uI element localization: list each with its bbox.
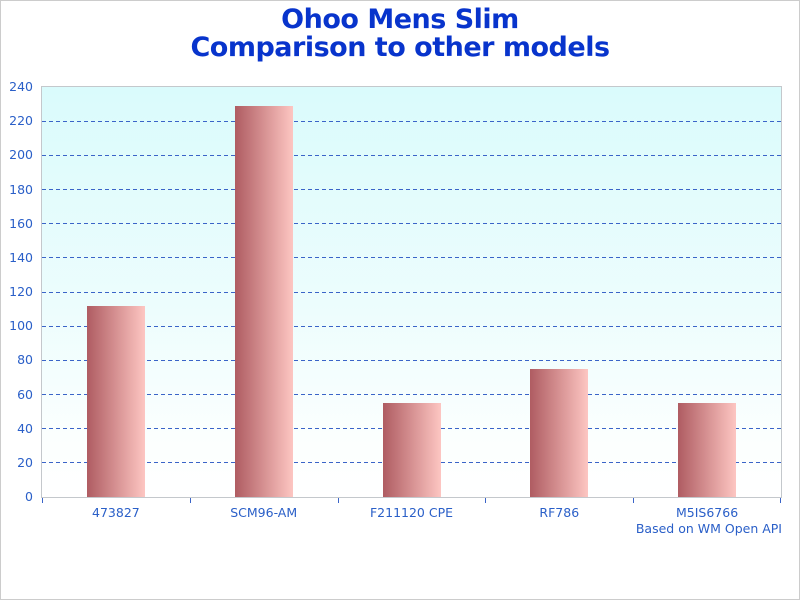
bar-scm96-am <box>234 105 293 497</box>
x-axis-category-label: 473827 <box>92 505 140 520</box>
y-axis-tick-label: 120 <box>9 284 33 299</box>
y-axis-tick-label: 200 <box>9 147 33 163</box>
x-axis-tick <box>337 498 339 503</box>
y-axis-tick-label: 220 <box>9 113 33 129</box>
x-axis-category-label: M5IS6766 <box>676 505 739 520</box>
chart-title: Ohoo Mens Slim Comparison to other model… <box>0 6 800 62</box>
gridline <box>42 120 781 122</box>
chart-footnote: Based on WM Open API <box>635 521 782 536</box>
x-axis-tick <box>189 498 191 503</box>
y-axis-tick-label: 20 <box>17 454 33 470</box>
gridline <box>42 359 781 361</box>
y-axis-tick-label: 100 <box>9 318 33 334</box>
y-axis-tick-label: 160 <box>9 215 33 231</box>
y-axis-tick-label: 140 <box>9 249 33 265</box>
bar-f211120-cpe <box>382 403 441 497</box>
x-axis-category-label: SCM96-AM <box>230 505 298 520</box>
y-axis-tick-label: 240 <box>9 79 33 94</box>
gridline <box>42 291 781 293</box>
chart-title-line2: Comparison to other models <box>190 32 610 63</box>
y-axis-tick-label: 80 <box>17 352 33 368</box>
bar-rf786 <box>530 368 589 497</box>
x-axis-category-label: RF786 <box>539 505 580 520</box>
gridline <box>42 223 781 225</box>
plot-area <box>41 86 782 503</box>
x-axis-tick <box>42 498 43 503</box>
gridline <box>42 189 781 190</box>
y-axis-tick-label: 40 <box>17 420 33 436</box>
x-axis-category-label: F211120 CPE <box>369 505 454 520</box>
y-axis-tick-label: 60 <box>17 386 33 402</box>
gridline <box>42 394 781 395</box>
chart-title-line1: Ohoo Mens Slim <box>281 4 519 35</box>
gridline <box>42 325 781 327</box>
y-axis-tick-label: 180 <box>9 181 33 197</box>
y-axis-tick-label: 0 <box>25 489 33 504</box>
gridline <box>42 257 781 259</box>
x-axis-tick <box>633 498 635 503</box>
x-axis-labels: 473827 SCM96-AM F211120 CPE RF786 M5IS6766 <box>42 505 781 521</box>
bar-m5is6766 <box>678 403 737 497</box>
gridline <box>42 154 781 156</box>
x-axis-tick <box>485 498 487 503</box>
bar-473827 <box>86 305 145 497</box>
x-axis-tick <box>780 498 781 503</box>
